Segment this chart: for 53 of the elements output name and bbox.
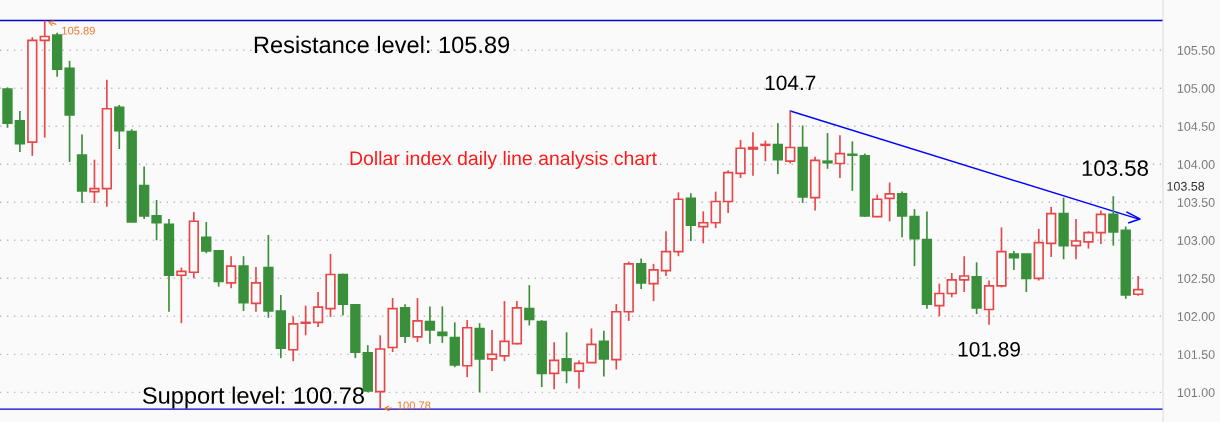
y-tick-label: 104.00 xyxy=(1177,160,1215,169)
candlestick xyxy=(809,155,821,212)
candlestick xyxy=(834,134,846,179)
candlestick xyxy=(548,341,560,391)
candlestick xyxy=(722,169,734,214)
candlestick xyxy=(772,122,784,175)
candlestick xyxy=(1045,205,1057,258)
candlestick xyxy=(399,303,411,344)
y-tick-label: 101.00 xyxy=(1177,388,1215,397)
candlestick xyxy=(1033,228,1044,282)
candlestick xyxy=(959,255,970,293)
candlestick xyxy=(288,315,299,363)
candlestick xyxy=(797,124,808,204)
candlestick xyxy=(312,291,324,328)
candlestick xyxy=(685,192,697,242)
candlestick xyxy=(946,272,957,299)
annotation: 105.89 xyxy=(62,26,95,35)
annotation: 104.7 xyxy=(765,75,816,91)
candlestick xyxy=(747,131,759,177)
y-tick-label: 103.50 xyxy=(1177,198,1215,207)
y-tick-label: 105.00 xyxy=(1177,84,1215,93)
candlestick xyxy=(524,284,535,327)
candlestick xyxy=(462,319,473,378)
candlestick xyxy=(1108,195,1119,247)
candlestick xyxy=(698,210,709,245)
text: Dollar index daily line analysis chart xyxy=(350,150,657,169)
y-tick-label: 104.50 xyxy=(1177,122,1215,131)
candlestick xyxy=(1095,209,1107,245)
y-tick-label: 102.50 xyxy=(1177,274,1215,283)
candlestick xyxy=(188,211,200,280)
y-tick-label: 101.50 xyxy=(1177,350,1215,359)
annotation: 103.58 xyxy=(1082,160,1148,177)
y-tick-label: 105.50 xyxy=(1177,45,1215,55)
candlestick xyxy=(573,359,585,390)
candlestick xyxy=(424,305,436,345)
candlestick xyxy=(921,210,933,310)
annotation: 101.89 xyxy=(958,341,1020,357)
candlestick xyxy=(598,329,610,378)
candlestick xyxy=(1070,218,1082,261)
candlestick xyxy=(275,294,286,359)
candlestick xyxy=(76,133,88,204)
y-tick-label: 103.00 xyxy=(1177,236,1215,245)
candlestick xyxy=(1120,225,1131,300)
candlestick xyxy=(101,79,113,208)
annotation: Resistance level: 105.89 xyxy=(254,35,510,54)
candlestick xyxy=(250,266,262,313)
candlestick xyxy=(611,303,622,371)
candlestick xyxy=(14,110,26,153)
annotation: Support level: 100.78 xyxy=(142,386,365,409)
candlestick xyxy=(486,329,498,372)
y-tick-label: 102.00 xyxy=(1177,312,1215,321)
text: 103.58 xyxy=(1167,181,1205,191)
annotation: 100.78 xyxy=(397,401,431,410)
